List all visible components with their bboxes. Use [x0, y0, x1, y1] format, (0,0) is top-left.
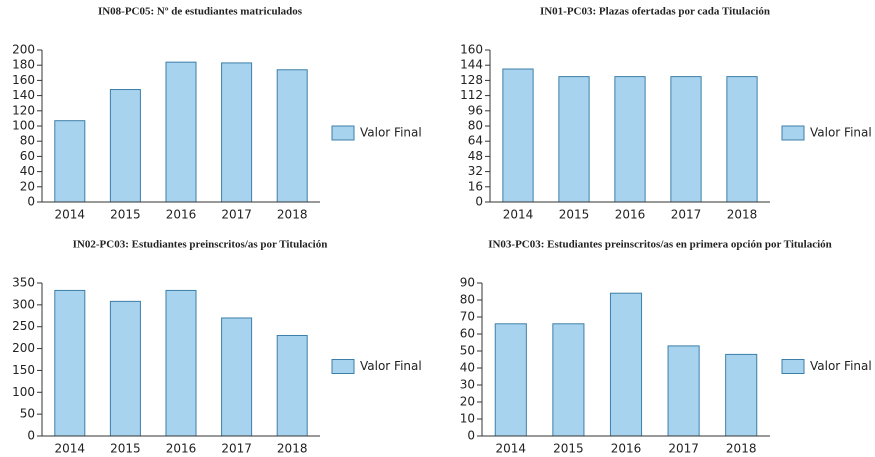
bar	[221, 317, 253, 437]
y-tick-label: 160	[12, 73, 35, 87]
y-tick-label: 80	[20, 134, 35, 148]
y-tick-label: 0	[475, 195, 483, 209]
bar	[494, 323, 527, 437]
y-tick-label: 50	[460, 344, 475, 358]
bar	[276, 69, 308, 203]
x-tick-label: 2016	[611, 442, 642, 456]
y-tick-label: 250	[12, 319, 35, 333]
legend-label: Valor Final	[810, 126, 872, 140]
y-tick-label: 60	[20, 149, 35, 163]
bar	[614, 76, 646, 203]
y-tick-label: 0	[27, 195, 35, 209]
y-tick-label: 120	[12, 103, 35, 117]
y-tick-label: 112	[460, 88, 483, 102]
bar	[552, 323, 585, 437]
legend-swatch	[331, 125, 355, 141]
x-tick-label: 2014	[55, 208, 86, 222]
x-tick-label: 2014	[55, 442, 86, 456]
chart-title: IN02-PC03: Estudiantes preinscritos/as p…	[73, 239, 328, 251]
y-tick-label: 160	[460, 43, 483, 57]
y-tick-label: 100	[12, 385, 35, 399]
x-tick-label: 2017	[221, 442, 252, 456]
x-tick-label: 2017	[221, 208, 252, 222]
bar	[165, 61, 197, 203]
y-tick-label: 80	[468, 119, 483, 133]
legend-swatch	[331, 359, 355, 374]
x-tick-label: 2018	[277, 442, 308, 456]
bar	[502, 68, 534, 203]
y-tick-label: 48	[468, 149, 483, 163]
x-tick-label: 2015	[559, 208, 590, 222]
y-tick-label: 64	[468, 134, 483, 148]
y-tick-label: 20	[20, 179, 35, 193]
bar	[609, 292, 643, 437]
y-tick-label: 40	[20, 164, 35, 178]
bar	[276, 334, 308, 437]
x-tick-label: 2014	[496, 442, 527, 456]
x-tick-label: 2018	[727, 208, 758, 222]
bar	[725, 353, 758, 437]
y-tick-label: 10	[460, 412, 475, 426]
y-tick-label: 144	[460, 58, 483, 72]
y-tick-label: 300	[12, 297, 35, 311]
bar	[667, 345, 700, 437]
y-tick-label: 30	[460, 378, 475, 392]
y-tick-label: 180	[12, 58, 35, 72]
legend-swatch	[781, 359, 805, 374]
x-tick-label: 2017	[671, 208, 702, 222]
legend-label: Valor Final	[810, 359, 872, 373]
bar	[165, 289, 197, 437]
y-tick-label: 90	[460, 276, 475, 290]
x-tick-label: 2018	[277, 208, 308, 222]
y-tick-label: 80	[460, 293, 475, 307]
bar	[221, 62, 253, 203]
y-tick-label: 0	[27, 429, 35, 443]
y-tick-label: 128	[460, 73, 483, 87]
y-tick-label: 60	[460, 327, 475, 341]
x-tick-label: 2017	[668, 442, 699, 456]
chart-title: IN01-PC03: Plazas ofertadas por cada Tit…	[540, 6, 770, 18]
bar	[558, 76, 590, 203]
bar	[109, 300, 141, 437]
y-tick-label: 200	[12, 341, 35, 355]
bar	[54, 120, 86, 203]
bar	[109, 89, 141, 203]
legend-label: Valor Final	[360, 359, 422, 373]
x-tick-label: 2015	[110, 442, 141, 456]
y-tick-label: 50	[20, 407, 35, 421]
x-tick-label: 2015	[553, 442, 584, 456]
x-tick-label: 2016	[615, 208, 646, 222]
y-tick-label: 350	[12, 276, 35, 290]
y-tick-label: 150	[12, 363, 35, 377]
x-tick-label: 2014	[503, 208, 534, 222]
bar	[54, 289, 86, 437]
bar	[726, 76, 758, 203]
y-tick-label: 20	[460, 395, 475, 409]
y-tick-label: 16	[468, 179, 483, 193]
y-tick-label: 32	[468, 164, 483, 178]
chart-title: IN03-PC03: Estudiantes preinscritos/as e…	[488, 239, 832, 251]
y-tick-label: 140	[12, 88, 35, 102]
x-tick-label: 2015	[110, 208, 141, 222]
bar	[670, 76, 702, 203]
y-tick-label: 200	[12, 43, 35, 57]
chart-title: IN08-PC05: Nº de estudiantes matriculado…	[98, 6, 303, 18]
y-tick-label: 70	[460, 310, 475, 324]
x-tick-label: 2018	[726, 442, 757, 456]
legend-label: Valor Final	[360, 126, 422, 140]
x-tick-label: 2016	[166, 208, 197, 222]
y-tick-label: 96	[468, 103, 483, 117]
legend-swatch	[781, 125, 805, 141]
y-tick-label: 100	[12, 119, 35, 133]
y-tick-label: 0	[467, 429, 475, 443]
y-tick-label: 40	[460, 361, 475, 375]
x-tick-label: 2016	[166, 442, 197, 456]
